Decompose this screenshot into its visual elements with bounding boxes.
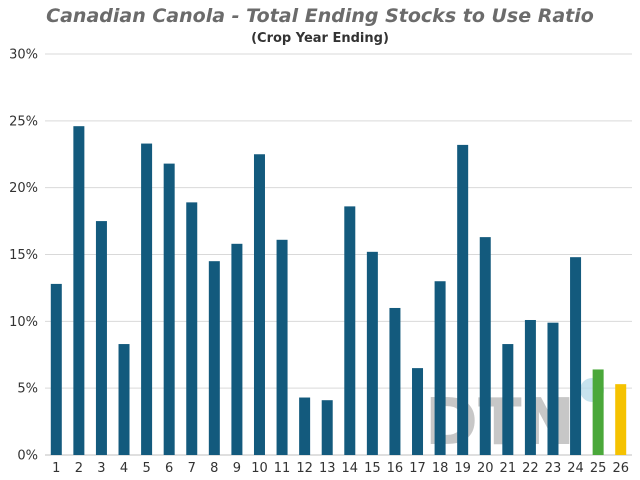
bar [479,237,491,455]
x-tick-label: 24 [567,461,584,476]
x-tick-label: 8 [210,461,218,476]
bar [592,369,604,455]
chart-title: Canadian Canola - Total Ending Stocks to… [46,5,594,27]
bar [163,163,175,455]
bar [389,307,401,455]
x-tick-label: 22 [522,461,539,476]
bar [502,344,514,455]
bar [73,126,85,456]
x-tick-label: 3 [97,461,105,476]
x-tick-label: 5 [142,461,150,476]
bar [366,251,378,455]
bar [95,221,107,455]
bar [50,283,62,455]
bar [570,257,582,455]
x-tick-label: 21 [500,461,517,476]
x-tick-label: 18 [432,461,449,476]
bar [253,154,265,455]
x-tick-label: 9 [233,461,241,476]
x-tick-label: 15 [364,461,381,476]
chart-subtitle: (Crop Year Ending) [251,31,389,46]
x-tick-label: 6 [165,461,173,476]
x-tick-label: 11 [274,461,291,476]
bar [186,202,198,455]
bar [412,368,424,455]
bar [344,206,356,455]
x-tick-label: 1 [52,461,60,476]
bar [524,319,536,455]
bar [457,144,469,456]
y-tick-label: 25% [9,114,38,129]
bar [547,322,559,455]
bar [321,400,333,455]
x-tick-label: 14 [342,461,359,476]
x-tick-label: 19 [454,461,471,476]
x-tick-label: 13 [319,461,336,476]
x-tick-label: 17 [409,461,426,476]
x-tick-label: 16 [387,461,404,476]
y-tick-label: 0% [17,449,38,464]
bar [434,281,446,455]
x-tick-label: 10 [251,461,268,476]
y-tick-label: 30% [9,48,38,63]
x-tick-label: 2 [75,461,83,476]
bar [208,261,220,455]
y-tick-label: 15% [9,248,38,263]
x-tick-label: 25 [590,461,607,476]
bar [118,344,130,455]
bar [141,143,153,455]
x-tick-label: 4 [120,461,128,476]
y-tick-label: 10% [9,315,38,330]
bar [615,384,627,455]
bar [299,397,311,455]
label-layer: 0%5%10%15%20%25%30%1 2 3 4 5 6 7 8 9 10 11 12 13 14 15… [9,48,629,477]
x-tick-label: 26 [612,461,629,476]
bar [276,239,288,455]
x-tick-label: 23 [545,461,562,476]
x-tick-label: 20 [477,461,494,476]
y-tick-label: 5% [17,382,38,397]
x-tick-label: 7 [188,461,196,476]
y-tick-label: 20% [9,181,38,196]
bar-layer [50,126,627,456]
bar [231,243,243,455]
x-tick-label: 12 [296,461,313,476]
